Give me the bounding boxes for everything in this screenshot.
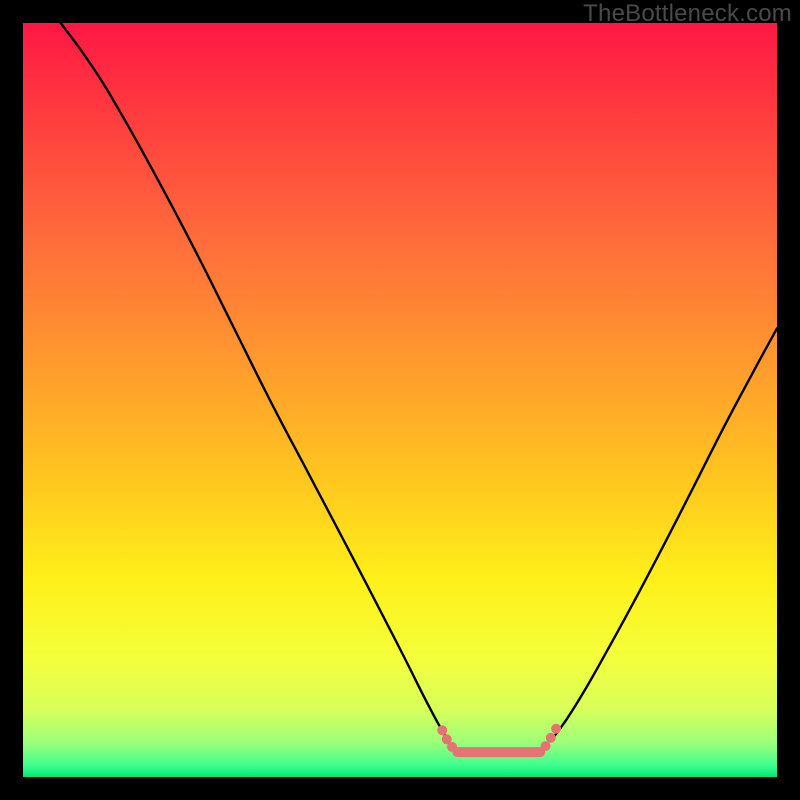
valley-band [437, 724, 561, 752]
chart-canvas: TheBottleneck.com [0, 0, 800, 800]
watermark-text: TheBottleneck.com [583, 0, 792, 28]
chart-area [23, 23, 777, 777]
curve-right [551, 328, 777, 740]
curves-layer [23, 23, 777, 777]
curve-left [61, 23, 449, 741]
